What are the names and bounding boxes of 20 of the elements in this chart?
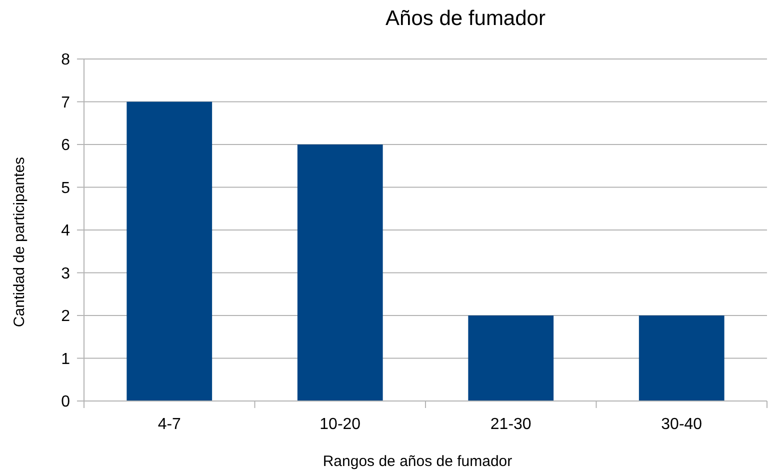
- y-tick-label: 2: [61, 308, 70, 326]
- bar: [297, 144, 383, 401]
- x-tick-label: 21-30: [490, 416, 532, 433]
- x-axis-title: Rangos de años de fumador: [322, 453, 512, 470]
- x-tick-label: 30-40: [661, 416, 702, 433]
- y-tick-label: 1: [61, 350, 70, 368]
- chart-title: Años de fumador: [386, 7, 546, 30]
- bar: [638, 316, 724, 401]
- bar: [468, 316, 554, 401]
- y-tick-label: 5: [61, 180, 70, 197]
- y-axis-title: Cantidad de participantes: [11, 156, 28, 328]
- y-tick-label: 7: [61, 94, 70, 112]
- x-tick-label: 10-20: [320, 416, 361, 433]
- y-tick-label: 6: [61, 137, 70, 154]
- y-tick-label: 0: [61, 394, 70, 411]
- y-tick-label: 3: [61, 265, 70, 282]
- y-tick-label: 8: [61, 52, 70, 69]
- y-tick-label: 4: [61, 222, 70, 240]
- bar: [126, 102, 212, 401]
- x-tick-label: 4-7: [158, 416, 182, 433]
